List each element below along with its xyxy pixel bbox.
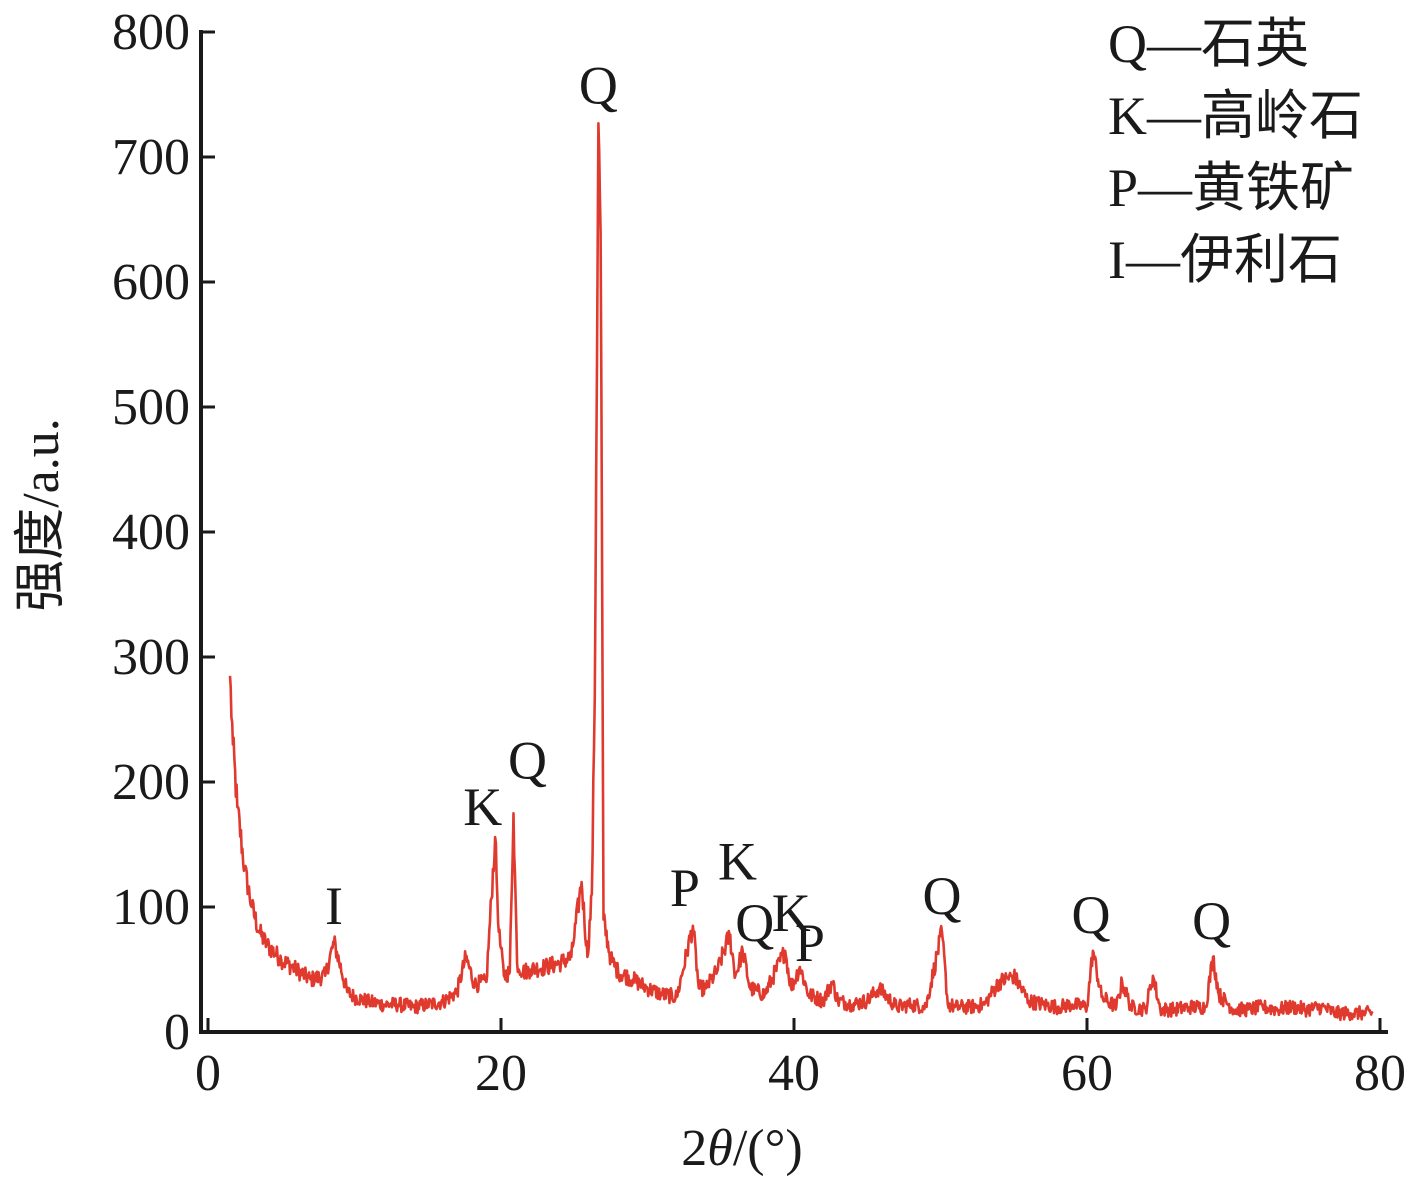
- x-axis-label-prefix: 2: [681, 1120, 707, 1177]
- peak-label: Q: [579, 55, 618, 115]
- x-tick-label: 40: [768, 1045, 820, 1102]
- x-axis-label-suffix: /(°): [733, 1120, 803, 1177]
- legend-entry-pyrite: P—黄铁矿: [1108, 158, 1354, 218]
- y-tick-label: 200: [112, 754, 190, 811]
- xrd-series-line: [228, 122, 1374, 1022]
- x-tick-label: 60: [1061, 1045, 1113, 1102]
- peak-label: I: [325, 876, 343, 936]
- peak-label: P: [795, 913, 825, 973]
- peak-label: Q: [922, 866, 961, 926]
- peak-label: Q: [1192, 891, 1231, 951]
- y-tick-label: 400: [112, 504, 190, 561]
- x-tick-label: 0: [195, 1045, 221, 1102]
- x-tick-label: 80: [1354, 1045, 1406, 1102]
- peak-label: K: [772, 883, 811, 943]
- x-ticks: 0 20 40 60 80: [195, 1018, 1406, 1102]
- y-tick-label: 300: [112, 629, 190, 686]
- y-ticks: 0 100 200 300 400 500 600 700 800: [112, 4, 215, 1061]
- x-axis-label-theta: θ: [707, 1120, 733, 1177]
- peak-label: K: [718, 832, 757, 892]
- x-tick-label: 20: [475, 1045, 527, 1102]
- y-tick-label: 500: [112, 379, 190, 436]
- legend-entry-kaolinite: K—高岭石: [1108, 86, 1363, 146]
- y-tick-label: 800: [112, 4, 190, 61]
- y-tick-label: 0: [164, 1004, 190, 1061]
- legend-entry-illite: I—伊利石: [1108, 230, 1342, 290]
- y-axis-label: 强度/a.u.: [13, 418, 70, 612]
- y-tick-label: 600: [112, 254, 190, 311]
- legend: Q—石英 K—高岭石 P—黄铁矿 I—伊利石: [1108, 14, 1363, 290]
- y-tick-label: 100: [112, 879, 190, 936]
- peak-label: K: [463, 777, 502, 837]
- legend-entry-quartz: Q—石英: [1108, 14, 1309, 74]
- peak-label: Q: [1072, 885, 1111, 945]
- y-tick-label: 700: [112, 129, 190, 186]
- peak-label: Q: [735, 893, 774, 953]
- peak-label: Q: [508, 730, 547, 790]
- series-layer: [228, 122, 1374, 1022]
- x-axis-label: 2θ/(°): [681, 1120, 802, 1177]
- peak-label: P: [670, 858, 700, 918]
